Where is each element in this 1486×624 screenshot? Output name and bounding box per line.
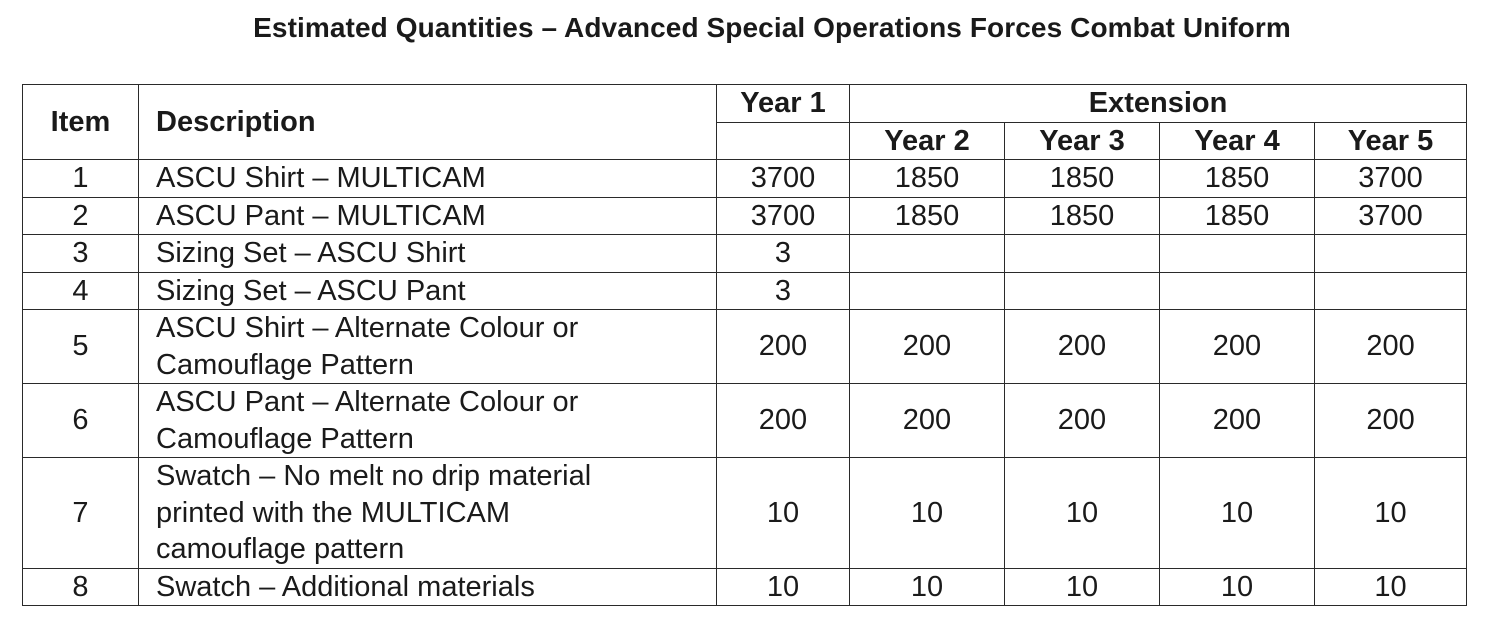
item-number: 8 (22, 567, 139, 606)
item-description: Swatch – Additional materials (138, 567, 717, 606)
item-description: Sizing Set – ASCU Pant (138, 271, 717, 310)
item-description: ASCU Shirt – MULTICAM (138, 159, 717, 198)
item-number: 4 (22, 271, 139, 310)
year-2-value: 1850 (849, 196, 1005, 235)
header-year-4: Year 4 (1159, 121, 1315, 160)
description-line: camouflage pattern (156, 533, 405, 565)
year-2-value: 1850 (849, 159, 1005, 198)
year-5-value: 10 (1313, 457, 1468, 569)
header-extension: Extension (848, 84, 1468, 123)
year-1-value: 200 (716, 309, 850, 384)
description-line: Swatch – Additional materials (156, 570, 535, 603)
header-description: Description (138, 84, 717, 160)
year-1-value: 10 (716, 457, 850, 569)
year-4-value: 1850 (1159, 196, 1315, 235)
description-line: printed with the MULTICAM (156, 496, 511, 529)
year-5-value: 3700 (1313, 196, 1468, 235)
year-3-value (1004, 271, 1160, 310)
description-line: Camouflage Pattern (156, 348, 414, 381)
year-4-value (1159, 271, 1315, 310)
header-year-1-blank (716, 121, 850, 160)
year-4-value: 200 (1159, 383, 1315, 458)
header-year-5: Year 5 (1313, 121, 1468, 160)
table-row: 2 ASCU Pant – MULTICAM 3700 1850 1850 18… (22, 196, 1468, 235)
year-2-value: 10 (849, 567, 1005, 606)
description-line: Sizing Set – ASCU Pant (156, 274, 466, 307)
year-4-value: 10 (1159, 567, 1315, 606)
year-5-value: 3700 (1313, 159, 1468, 198)
item-description: ASCU Pant – Alternate Colour or Camoufla… (138, 383, 717, 458)
item-number: 6 (22, 383, 139, 458)
year-2-value (849, 271, 1005, 310)
item-description: ASCU Pant – MULTICAM (138, 196, 717, 235)
year-3-value (1004, 234, 1160, 273)
year-2-value: 10 (849, 457, 1005, 569)
header-item: Item (22, 84, 139, 160)
year-3-value: 10 (1004, 457, 1160, 569)
table-row: 1 ASCU Shirt – MULTICAM 3700 1850 1850 1… (22, 159, 1468, 198)
item-number: 7 (22, 457, 139, 569)
description-line: ASCU Shirt – Alternate Colour or (156, 312, 579, 344)
year-1-value: 10 (716, 567, 850, 606)
item-description: Sizing Set – ASCU Shirt (138, 234, 717, 273)
table-row: 6 ASCU Pant – Alternate Colour or Camouf… (22, 383, 1468, 458)
item-description: ASCU Shirt – Alternate Colour or Camoufl… (138, 309, 717, 384)
description-line: Camouflage Pattern (156, 422, 414, 455)
table-header: Item Description Year 1 Extension Year 2… (22, 84, 1468, 160)
year-1-value: 3700 (716, 196, 850, 235)
table-row: 3 Sizing Set – ASCU Shirt 3 (22, 234, 1468, 273)
description-line: ASCU Shirt – MULTICAM (156, 162, 486, 194)
header-year-1: Year 1 (716, 84, 850, 123)
header-year-2: Year 2 (849, 121, 1005, 160)
item-number: 3 (22, 234, 139, 273)
item-description: Swatch – No melt no drip material printe… (138, 457, 717, 569)
description-line: ASCU Pant – MULTICAM (156, 199, 486, 232)
table-row: 8 Swatch – Additional materials 10 10 10… (22, 567, 1468, 606)
item-number: 1 (22, 159, 139, 198)
year-5-value: 200 (1313, 309, 1468, 384)
year-4-value: 10 (1159, 457, 1315, 569)
year-4-value: 1850 (1159, 159, 1315, 198)
table-row: 4 Sizing Set – ASCU Pant 3 (22, 271, 1468, 310)
page-title: Estimated Quantities – Advanced Special … (253, 12, 1291, 43)
year-2-value: 200 (849, 309, 1005, 384)
year-1-value: 3 (716, 234, 850, 273)
table-row: 5 ASCU Shirt – Alternate Colour or Camou… (22, 309, 1468, 384)
year-3-value: 1850 (1004, 196, 1160, 235)
year-1-value: 3 (716, 271, 850, 310)
year-2-value: 200 (849, 383, 1005, 458)
quantities-table: Item Description Year 1 Extension Year 2… (22, 84, 1468, 606)
year-3-value: 1850 (1004, 159, 1160, 198)
description-line: Swatch – No melt no drip material (156, 460, 592, 492)
year-5-value: 10 (1313, 567, 1468, 606)
year-4-value (1159, 234, 1315, 273)
year-3-value: 200 (1004, 383, 1160, 458)
year-5-value: 200 (1313, 383, 1468, 458)
year-3-value: 10 (1004, 567, 1160, 606)
year-4-value: 200 (1159, 309, 1315, 384)
item-number: 5 (22, 309, 139, 384)
year-1-value: 200 (716, 383, 850, 458)
year-3-value: 200 (1004, 309, 1160, 384)
table-row: 7 Swatch – No melt no drip material prin… (22, 457, 1468, 569)
item-number: 2 (22, 196, 139, 235)
year-1-value: 3700 (716, 159, 850, 198)
year-5-value (1313, 271, 1468, 310)
year-2-value (849, 234, 1005, 273)
description-line: Sizing Set – ASCU Shirt (156, 237, 466, 269)
header-year-3: Year 3 (1004, 121, 1160, 160)
description-line: ASCU Pant – Alternate Colour or (156, 386, 579, 418)
year-5-value (1313, 234, 1468, 273)
